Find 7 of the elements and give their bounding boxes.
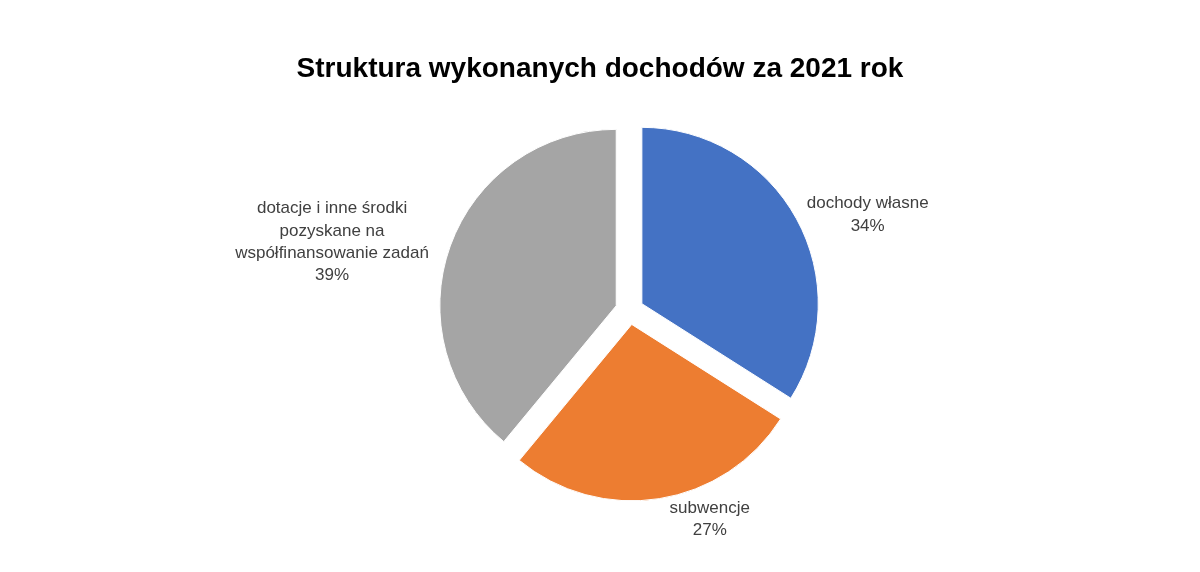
slice-label: subwencje <box>669 498 750 518</box>
data-label: 27% <box>692 520 727 540</box>
data-label: 34% <box>850 215 885 235</box>
slice-label: dotacje i inne środki pozyskane na współfinansowanie zadań <box>234 198 429 262</box>
data-label: 39% <box>315 264 350 284</box>
slice-label: dochody własne <box>806 193 929 213</box>
chart-title: Struktura wykonanych dochodów za 2021 rok <box>296 51 904 83</box>
